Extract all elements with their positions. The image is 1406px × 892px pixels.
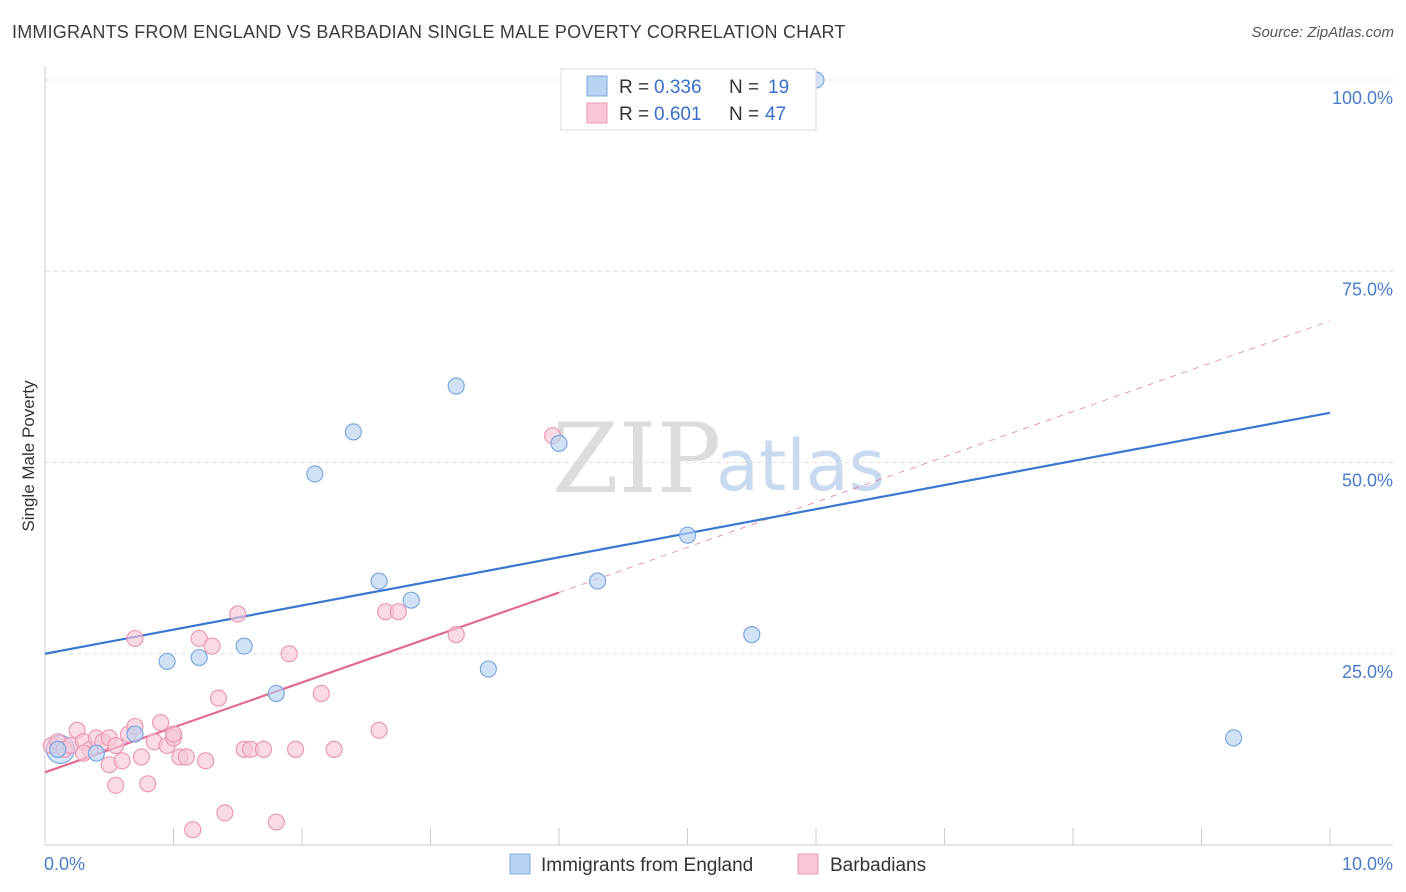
data-point-england <box>306 465 324 483</box>
data-point-barbadian <box>139 775 157 793</box>
data-point-england <box>550 434 568 452</box>
data-point-england <box>344 423 362 441</box>
data-point-barbadian <box>280 645 298 663</box>
data-point-england <box>1225 729 1243 747</box>
data-point-barbadian <box>325 740 343 758</box>
x-tick-label: 0.0% <box>44 854 85 874</box>
data-point-england <box>588 572 607 590</box>
source-label: Source: ZipAtlas.com <box>1251 24 1394 41</box>
data-point-england <box>235 637 253 655</box>
data-point-barbadian <box>209 689 228 707</box>
legend-r-label: R = <box>619 77 649 98</box>
data-point-barbadian <box>216 804 234 822</box>
data-points <box>42 71 1243 839</box>
data-point-barbadian <box>132 748 150 766</box>
data-point-barbadian <box>370 721 388 739</box>
data-point-england <box>743 626 761 644</box>
data-point-england <box>49 740 67 758</box>
data-point-england <box>447 377 465 395</box>
data-point-barbadian <box>447 626 465 644</box>
trend-lines <box>44 320 1331 774</box>
data-point-barbadian <box>229 605 247 623</box>
data-point-barbadian <box>107 776 125 794</box>
data-point-barbadian <box>203 637 221 655</box>
chart-title: IMMIGRANTS FROM ENGLAND VS BARBADIAN SIN… <box>12 22 846 42</box>
data-point-barbadian <box>389 603 407 621</box>
x-tick-label: 10.0% <box>1342 854 1393 874</box>
data-point-england <box>158 652 176 671</box>
data-point-england <box>87 744 106 762</box>
data-point-barbadian <box>164 725 183 743</box>
y-tick-label: 100.0% <box>1332 88 1393 108</box>
legend-n-value: 19 <box>768 77 789 98</box>
bottom-legend: Immigrants from England Barbadians <box>509 853 926 876</box>
legend-box: R = 0.336 N = 19 R = 0.601 N = 47 <box>560 68 817 131</box>
bottom-legend-swatch-pink <box>797 853 819 875</box>
data-point-england <box>678 526 697 544</box>
bottom-legend-swatch-blue <box>509 853 531 875</box>
data-point-barbadian <box>190 629 208 648</box>
legend-r-value: 0.601 <box>654 104 702 125</box>
watermark-atlas: atlas <box>716 425 885 507</box>
data-point-barbadian <box>312 684 330 703</box>
data-point-england <box>267 684 285 703</box>
data-point-barbadian <box>126 629 144 648</box>
y-tick-label: 75.0% <box>1342 279 1393 299</box>
y-tick-labels: 100.0% 75.0% 50.0% 25.0% <box>1332 88 1393 682</box>
data-point-barbadian <box>152 713 170 732</box>
y-tick-label: 50.0% <box>1342 471 1393 491</box>
legend-swatch-blue <box>586 75 608 97</box>
legend-r-label: R = <box>619 104 649 125</box>
y-axis-label: Single Male Poverty <box>19 380 38 532</box>
data-point-england <box>126 725 144 743</box>
data-point-england <box>479 660 497 678</box>
data-point-barbadian <box>197 752 215 770</box>
legend-n-value: 47 <box>765 104 786 125</box>
bottom-legend-label: Barbadians <box>830 855 926 876</box>
axes <box>44 66 1393 846</box>
data-point-england <box>370 572 388 590</box>
legend-n-label: N = <box>729 104 759 125</box>
legend-r-value: 0.336 <box>654 77 702 98</box>
legend-n-label: N = <box>729 77 759 98</box>
bottom-legend-label: Immigrants from England <box>541 855 753 876</box>
data-point-barbadian <box>184 821 202 839</box>
data-point-barbadian <box>254 740 273 758</box>
data-point-barbadian <box>113 752 131 770</box>
x-tick-labels: 0.0% 10.0% <box>44 854 1393 874</box>
data-point-barbadian <box>267 813 285 831</box>
data-point-england <box>402 591 420 609</box>
data-point-barbadian <box>286 740 305 758</box>
trend-line-dashed <box>558 320 1331 594</box>
data-point-england <box>190 648 208 667</box>
data-point-barbadian <box>107 736 125 755</box>
legend-swatch-pink <box>586 102 608 124</box>
watermark-zip: ZIP <box>552 403 721 515</box>
data-point-barbadian <box>177 748 195 766</box>
y-tick-label: 25.0% <box>1342 662 1393 682</box>
gridlines <box>45 79 1393 655</box>
